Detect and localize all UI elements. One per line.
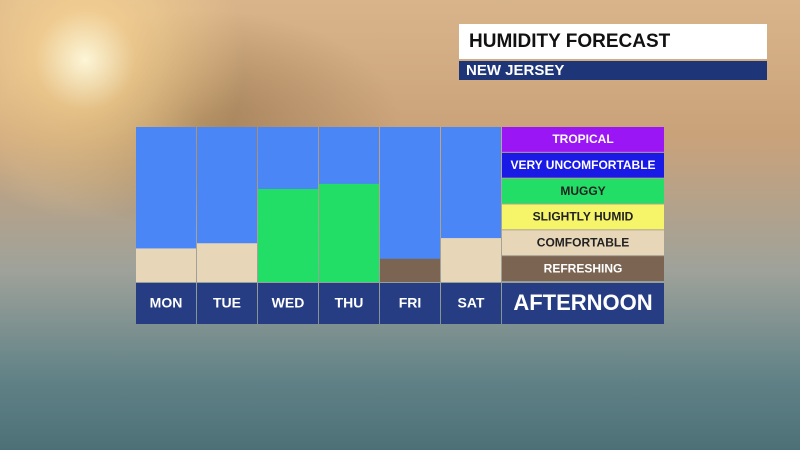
- x-tick-label: THU: [335, 295, 364, 311]
- x-tick-label: TUE: [213, 295, 241, 311]
- day-label-box: [197, 283, 257, 324]
- legend-swatch: [502, 127, 664, 152]
- day-label-box: [441, 283, 501, 324]
- x-tick-label: SAT: [458, 295, 485, 311]
- legend-label: TROPICAL: [552, 132, 613, 146]
- day-label-box: [258, 283, 318, 324]
- bar: [136, 248, 196, 282]
- title-box: [459, 24, 767, 59]
- x-tick-label: WED: [272, 295, 305, 311]
- legend-swatch: [502, 230, 664, 256]
- bar: [441, 238, 501, 282]
- legend-swatch: [502, 152, 664, 178]
- legend-label: COMFORTABLE: [537, 235, 629, 249]
- legend-swatch: [502, 204, 664, 230]
- legend-label: MUGGY: [560, 184, 605, 198]
- bar: [197, 243, 257, 282]
- legend-label: VERY UNCOMFORTABLE: [510, 158, 655, 172]
- subtitle-box: [459, 61, 767, 80]
- bar: [380, 258, 440, 282]
- x-tick-label: MON: [150, 295, 183, 311]
- day-label-box: [380, 283, 440, 324]
- bar: [258, 189, 318, 282]
- bar: [319, 183, 379, 282]
- legend-label: SLIGHTLY HUMID: [533, 210, 634, 224]
- x-axis-label: AFTERNOON: [513, 290, 652, 315]
- day-label-box: [319, 283, 379, 324]
- legend-swatch: [502, 178, 664, 204]
- column-background: [380, 127, 440, 282]
- chart-subtitle: NEW JERSEY: [466, 62, 564, 79]
- chart-title: HUMIDITY FORECAST: [469, 31, 671, 52]
- legend-label: REFRESHING: [544, 261, 623, 275]
- x-tick-label: FRI: [399, 295, 422, 311]
- x-label-box: [502, 283, 664, 324]
- legend-swatch: [502, 256, 664, 281]
- day-label-box: [136, 283, 196, 324]
